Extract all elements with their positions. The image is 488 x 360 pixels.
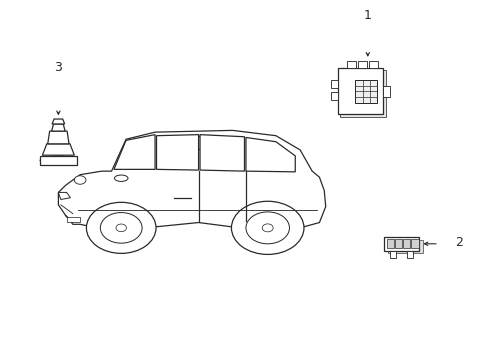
- Circle shape: [74, 176, 86, 184]
- Polygon shape: [42, 144, 74, 155]
- Bar: [330, 80, 337, 88]
- Bar: [394, 239, 401, 248]
- Ellipse shape: [40, 156, 76, 165]
- Bar: [410, 239, 418, 248]
- Bar: [384, 237, 418, 251]
- Polygon shape: [52, 119, 64, 124]
- Polygon shape: [164, 136, 218, 150]
- Bar: [368, 60, 377, 68]
- Bar: [40, 156, 76, 165]
- Text: 3: 3: [54, 61, 62, 74]
- Bar: [357, 60, 366, 68]
- Bar: [386, 239, 393, 248]
- Circle shape: [100, 212, 142, 243]
- Bar: [355, 80, 376, 103]
- Bar: [407, 251, 412, 258]
- Text: 1: 1: [363, 9, 371, 22]
- Text: 2: 2: [454, 235, 462, 248]
- Polygon shape: [58, 192, 70, 199]
- Polygon shape: [52, 124, 65, 131]
- Polygon shape: [48, 131, 69, 144]
- Circle shape: [86, 202, 156, 253]
- Polygon shape: [245, 138, 295, 172]
- Bar: [387, 240, 422, 253]
- Circle shape: [116, 224, 126, 232]
- Polygon shape: [200, 135, 244, 171]
- Bar: [383, 86, 389, 97]
- Bar: [66, 216, 80, 222]
- Polygon shape: [114, 135, 155, 169]
- Bar: [346, 60, 355, 68]
- Polygon shape: [156, 135, 198, 170]
- Bar: [330, 93, 337, 100]
- Circle shape: [245, 212, 289, 244]
- Ellipse shape: [114, 175, 128, 181]
- Bar: [340, 71, 386, 117]
- Circle shape: [231, 201, 304, 255]
- Bar: [402, 239, 409, 248]
- Circle shape: [262, 224, 273, 232]
- Bar: [337, 68, 383, 114]
- Polygon shape: [58, 130, 325, 228]
- Bar: [389, 251, 395, 258]
